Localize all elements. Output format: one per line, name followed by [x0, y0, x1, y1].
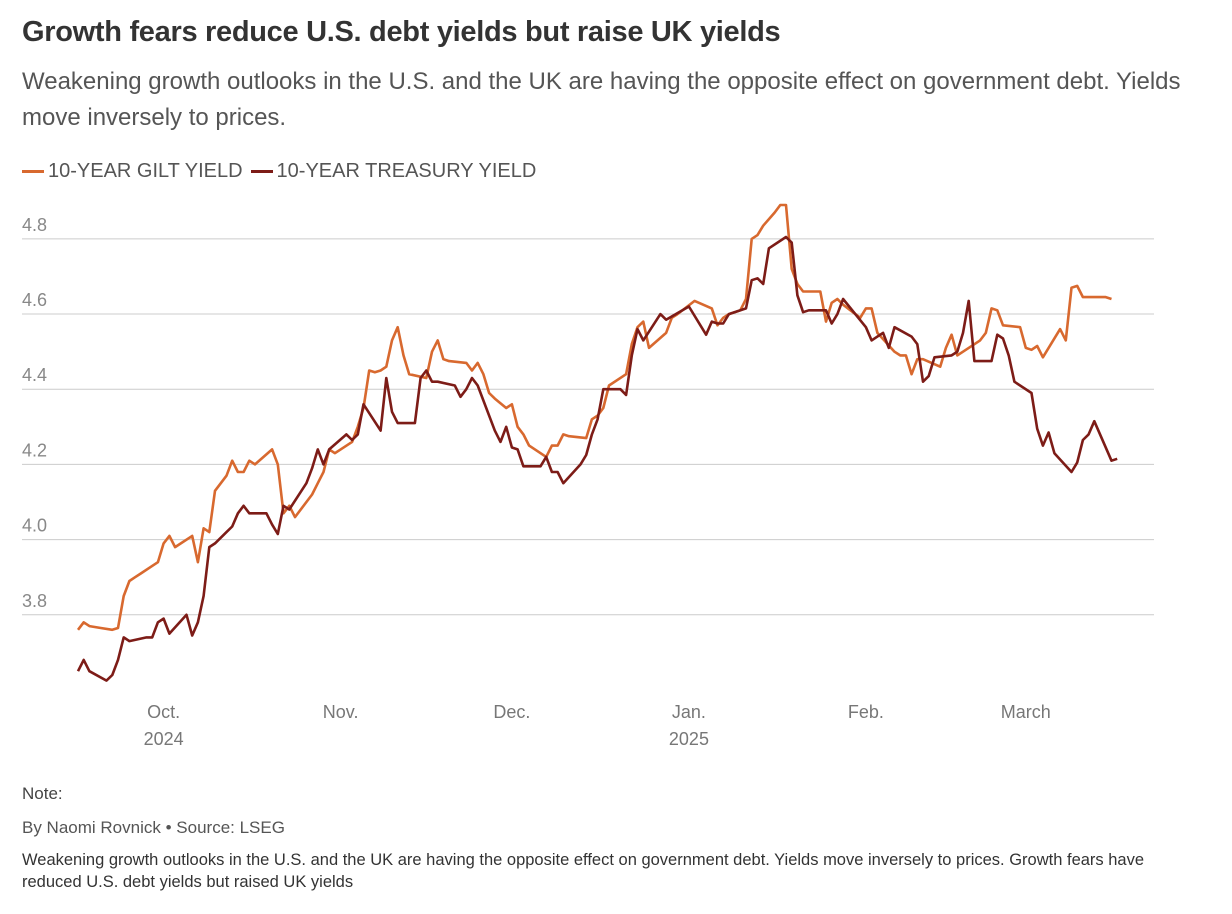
line-chart: 3.8 4.0 4.2 4.4 4.6 4.8 Oct. 2024 Nov. Dec. Jan. 2…	[22, 203, 1154, 749]
x-tick-label: Oct.	[147, 702, 180, 722]
y-tick-label: 4.6	[22, 290, 47, 310]
byline: By Naomi Rovnick • Source: LSEG	[22, 818, 285, 838]
x-tick-label: Dec.	[493, 702, 530, 722]
y-axis-ticks: 3.8 4.0 4.2 4.4 4.6 4.8	[22, 215, 47, 611]
x-tick-label: March	[1001, 702, 1051, 722]
chart-legend: 10-YEAR GILT YIELD 10-YEAR TREASURY YIEL…	[22, 160, 544, 183]
x-tick-label: Jan.	[672, 702, 706, 722]
legend-item-treasury: 10-YEAR TREASURY YIELD	[250, 160, 537, 183]
separator: •	[165, 818, 172, 837]
source: Source: LSEG	[176, 818, 285, 837]
legend-swatch-gilt	[22, 170, 44, 173]
gridlines	[22, 238, 1154, 616]
note-label: Note:	[22, 784, 63, 803]
legend-item-gilt: 10-YEAR GILT YIELD	[22, 160, 243, 183]
legend-swatch-treasury	[250, 170, 273, 173]
y-tick-label: 3.8	[22, 591, 47, 611]
x-tick-label: Nov.	[323, 702, 359, 722]
legend-label-treasury: 10-YEAR TREASURY YIELD	[276, 160, 537, 182]
x-tick-label: Feb.	[848, 702, 884, 722]
x-tick-year-label: 2025	[669, 729, 709, 749]
y-tick-label: 4.0	[22, 516, 47, 536]
chart-subtitle: Weakening growth outlooks in the U.S. an…	[22, 68, 1181, 131]
series-line-gilt	[76, 203, 1112, 632]
y-tick-label: 4.2	[22, 440, 47, 460]
chart-title: Growth fears reduce U.S. debt yields but…	[22, 16, 781, 48]
author: By Naomi Rovnick	[22, 818, 161, 837]
x-tick-year-label: 2024	[144, 729, 184, 749]
series-lines	[76, 203, 1118, 682]
caption: Weakening growth outlooks in the U.S. an…	[22, 851, 1145, 891]
x-axis-ticks: Oct. 2024 Nov. Dec. Jan. 2025 Feb. March	[144, 702, 1051, 749]
legend-label-gilt: 10-YEAR GILT YIELD	[48, 160, 243, 182]
y-tick-label: 4.4	[22, 365, 47, 385]
series-line-treasury	[76, 235, 1118, 682]
y-tick-label: 4.8	[22, 215, 47, 235]
